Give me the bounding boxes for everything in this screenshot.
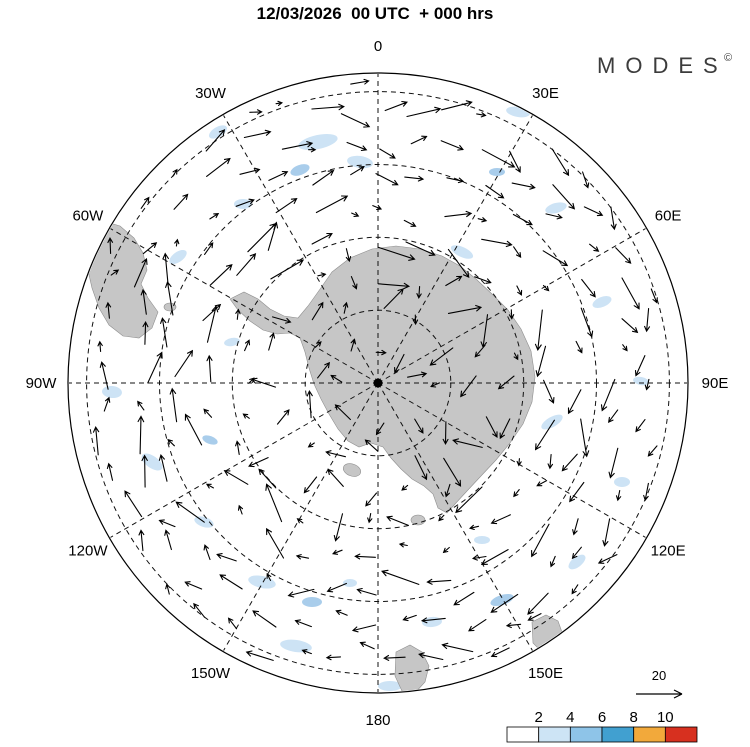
colorbar-tick-label: 10 bbox=[657, 709, 674, 726]
colorbar-legend: 2 4 6 8 10 bbox=[506, 709, 698, 743]
meridian-label-150E: 150E bbox=[528, 665, 563, 682]
shaded-patch bbox=[208, 125, 228, 139]
colorbar-segment bbox=[569, 726, 603, 743]
meridian-label-120E: 120E bbox=[651, 543, 686, 560]
shaded-patch bbox=[490, 593, 514, 607]
meridian-label-90E: 90E bbox=[702, 375, 729, 392]
shaded-patch bbox=[302, 597, 322, 607]
shaded-patch bbox=[450, 245, 474, 259]
meridian-label-30W: 30W bbox=[195, 85, 227, 102]
meridian-line bbox=[109, 382, 379, 539]
shaded-patch bbox=[169, 249, 187, 265]
meridian-label-60E: 60E bbox=[655, 208, 682, 225]
meridian-label-120W: 120W bbox=[68, 543, 108, 560]
shaded-patch bbox=[248, 575, 276, 589]
shaded-patch bbox=[298, 133, 338, 151]
modes-logo: MODES bbox=[597, 53, 728, 78]
land-island bbox=[342, 463, 362, 477]
meridian-line bbox=[377, 114, 534, 384]
colorbar-segment bbox=[664, 726, 698, 743]
meridian-label-150W: 150W bbox=[191, 665, 231, 682]
meridian-line bbox=[377, 227, 647, 384]
land-island bbox=[163, 302, 177, 312]
meridian-line bbox=[109, 227, 379, 384]
shaded-patch bbox=[592, 296, 612, 308]
meridian-label-90W: 90W bbox=[26, 375, 58, 392]
colorbar-segment bbox=[633, 726, 666, 743]
colorbar-tick-label: 2 bbox=[535, 709, 543, 726]
land-island bbox=[410, 514, 426, 526]
colorbar-segment bbox=[538, 726, 571, 743]
wind-vector-field bbox=[92, 78, 658, 661]
meridian-line bbox=[222, 114, 379, 384]
meridian-label-60W: 60W bbox=[72, 208, 104, 225]
wind-arrows bbox=[92, 78, 658, 661]
map-boundary-circle bbox=[67, 72, 689, 694]
meridian-line bbox=[377, 382, 647, 539]
landmasses bbox=[83, 220, 564, 692]
shaded-patch bbox=[489, 168, 505, 176]
shaded-patch bbox=[614, 477, 630, 487]
graticule bbox=[69, 74, 687, 692]
south-pole-marker bbox=[373, 378, 383, 388]
shaded-patch bbox=[378, 681, 402, 691]
wind-reference-key: 20 bbox=[636, 668, 683, 699]
shaded-patch bbox=[290, 164, 310, 176]
modes-logo-copyright-mark: © bbox=[724, 52, 732, 64]
shaded-patch bbox=[224, 337, 240, 347]
shaded-patch bbox=[541, 414, 563, 430]
shaded-patch bbox=[102, 385, 122, 399]
shaded-patch bbox=[568, 554, 586, 570]
colorbar-tick-label: 8 bbox=[630, 709, 638, 726]
shaded-patch bbox=[141, 453, 163, 471]
shaded-patch bbox=[280, 639, 312, 653]
land-shape bbox=[83, 220, 159, 339]
colorbar-tick-label: 4 bbox=[566, 709, 574, 726]
meridian-labels: 0 30E 60E 90E 120E 150E 180 150W 120W 90W 60W 30W bbox=[26, 38, 729, 729]
shaded-patch bbox=[474, 536, 490, 544]
chart-title: 12/03/2026 00 UTC + 000 hrs bbox=[257, 4, 494, 23]
land-shape bbox=[229, 245, 536, 514]
shaded-patch bbox=[347, 155, 373, 169]
shaded-patch bbox=[343, 579, 357, 587]
wind-reference-value: 20 bbox=[652, 668, 666, 683]
colorbar-segment bbox=[601, 726, 635, 743]
shaded-patch bbox=[506, 106, 530, 118]
meridian-line bbox=[377, 382, 534, 652]
shaded-patch bbox=[202, 435, 218, 445]
meridian-line bbox=[222, 382, 379, 652]
shaded-patch bbox=[545, 202, 567, 214]
colorbar-segment bbox=[506, 726, 540, 743]
colorbar-tick-label: 6 bbox=[598, 709, 606, 726]
meridian-label-30E: 30E bbox=[532, 85, 559, 102]
land-shape bbox=[531, 614, 564, 654]
meridian-label-0: 0 bbox=[374, 38, 382, 55]
shaded-patch bbox=[633, 376, 649, 386]
meridian-label-180: 180 bbox=[365, 712, 390, 729]
wind-reference-arrow bbox=[636, 689, 683, 699]
